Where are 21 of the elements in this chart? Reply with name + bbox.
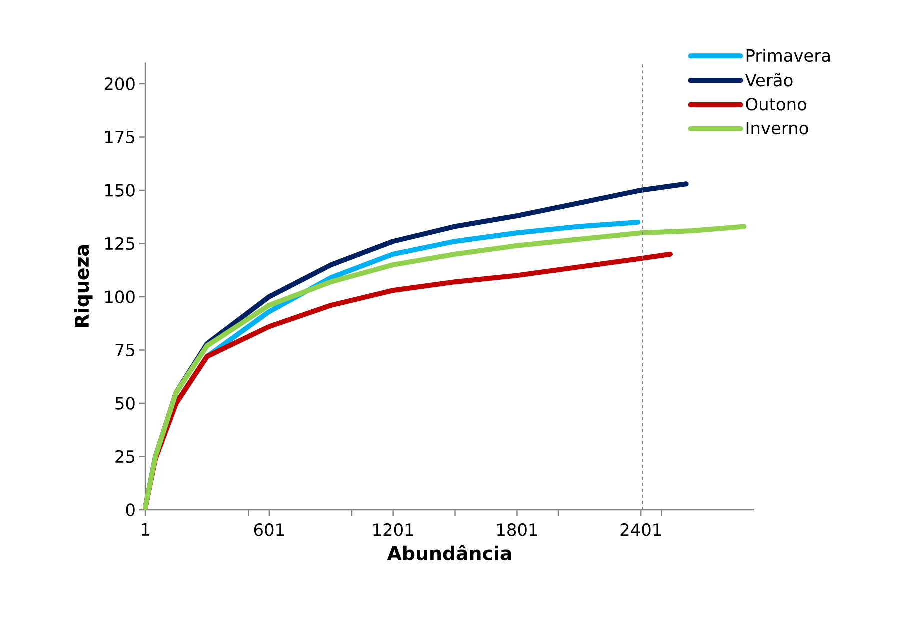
y-axis-title: Riqueza [74, 245, 93, 327]
y-tick-label: 175 [106, 130, 134, 144]
x-tick-label: 601 [254, 524, 284, 536]
legend-label: Verão [745, 73, 793, 87]
line-series [143, 224, 747, 510]
y-tick-label: 150 [106, 184, 135, 197]
x-tick-label: 1801 [498, 524, 538, 536]
legend-label: Inverno [746, 122, 808, 135]
x-tick-label: 2401 [620, 524, 662, 536]
y-tick-label: 25 [116, 450, 134, 464]
legend-label: Primavera [746, 48, 830, 62]
legend-label: Outono [746, 98, 806, 111]
y-tick-label: 75 [116, 344, 134, 357]
y-tick-label: 0 [126, 504, 135, 516]
y-tick-label: 100 [106, 290, 135, 304]
x-axis-title: Abundância [387, 545, 512, 561]
y-tick-label: 50 [116, 397, 135, 410]
x-tick-label: 1201 [374, 524, 414, 536]
x-tick-label: 1 [142, 524, 150, 536]
y-tick-label: 200 [104, 78, 135, 90]
y-tick-label: 125 [106, 237, 134, 250]
